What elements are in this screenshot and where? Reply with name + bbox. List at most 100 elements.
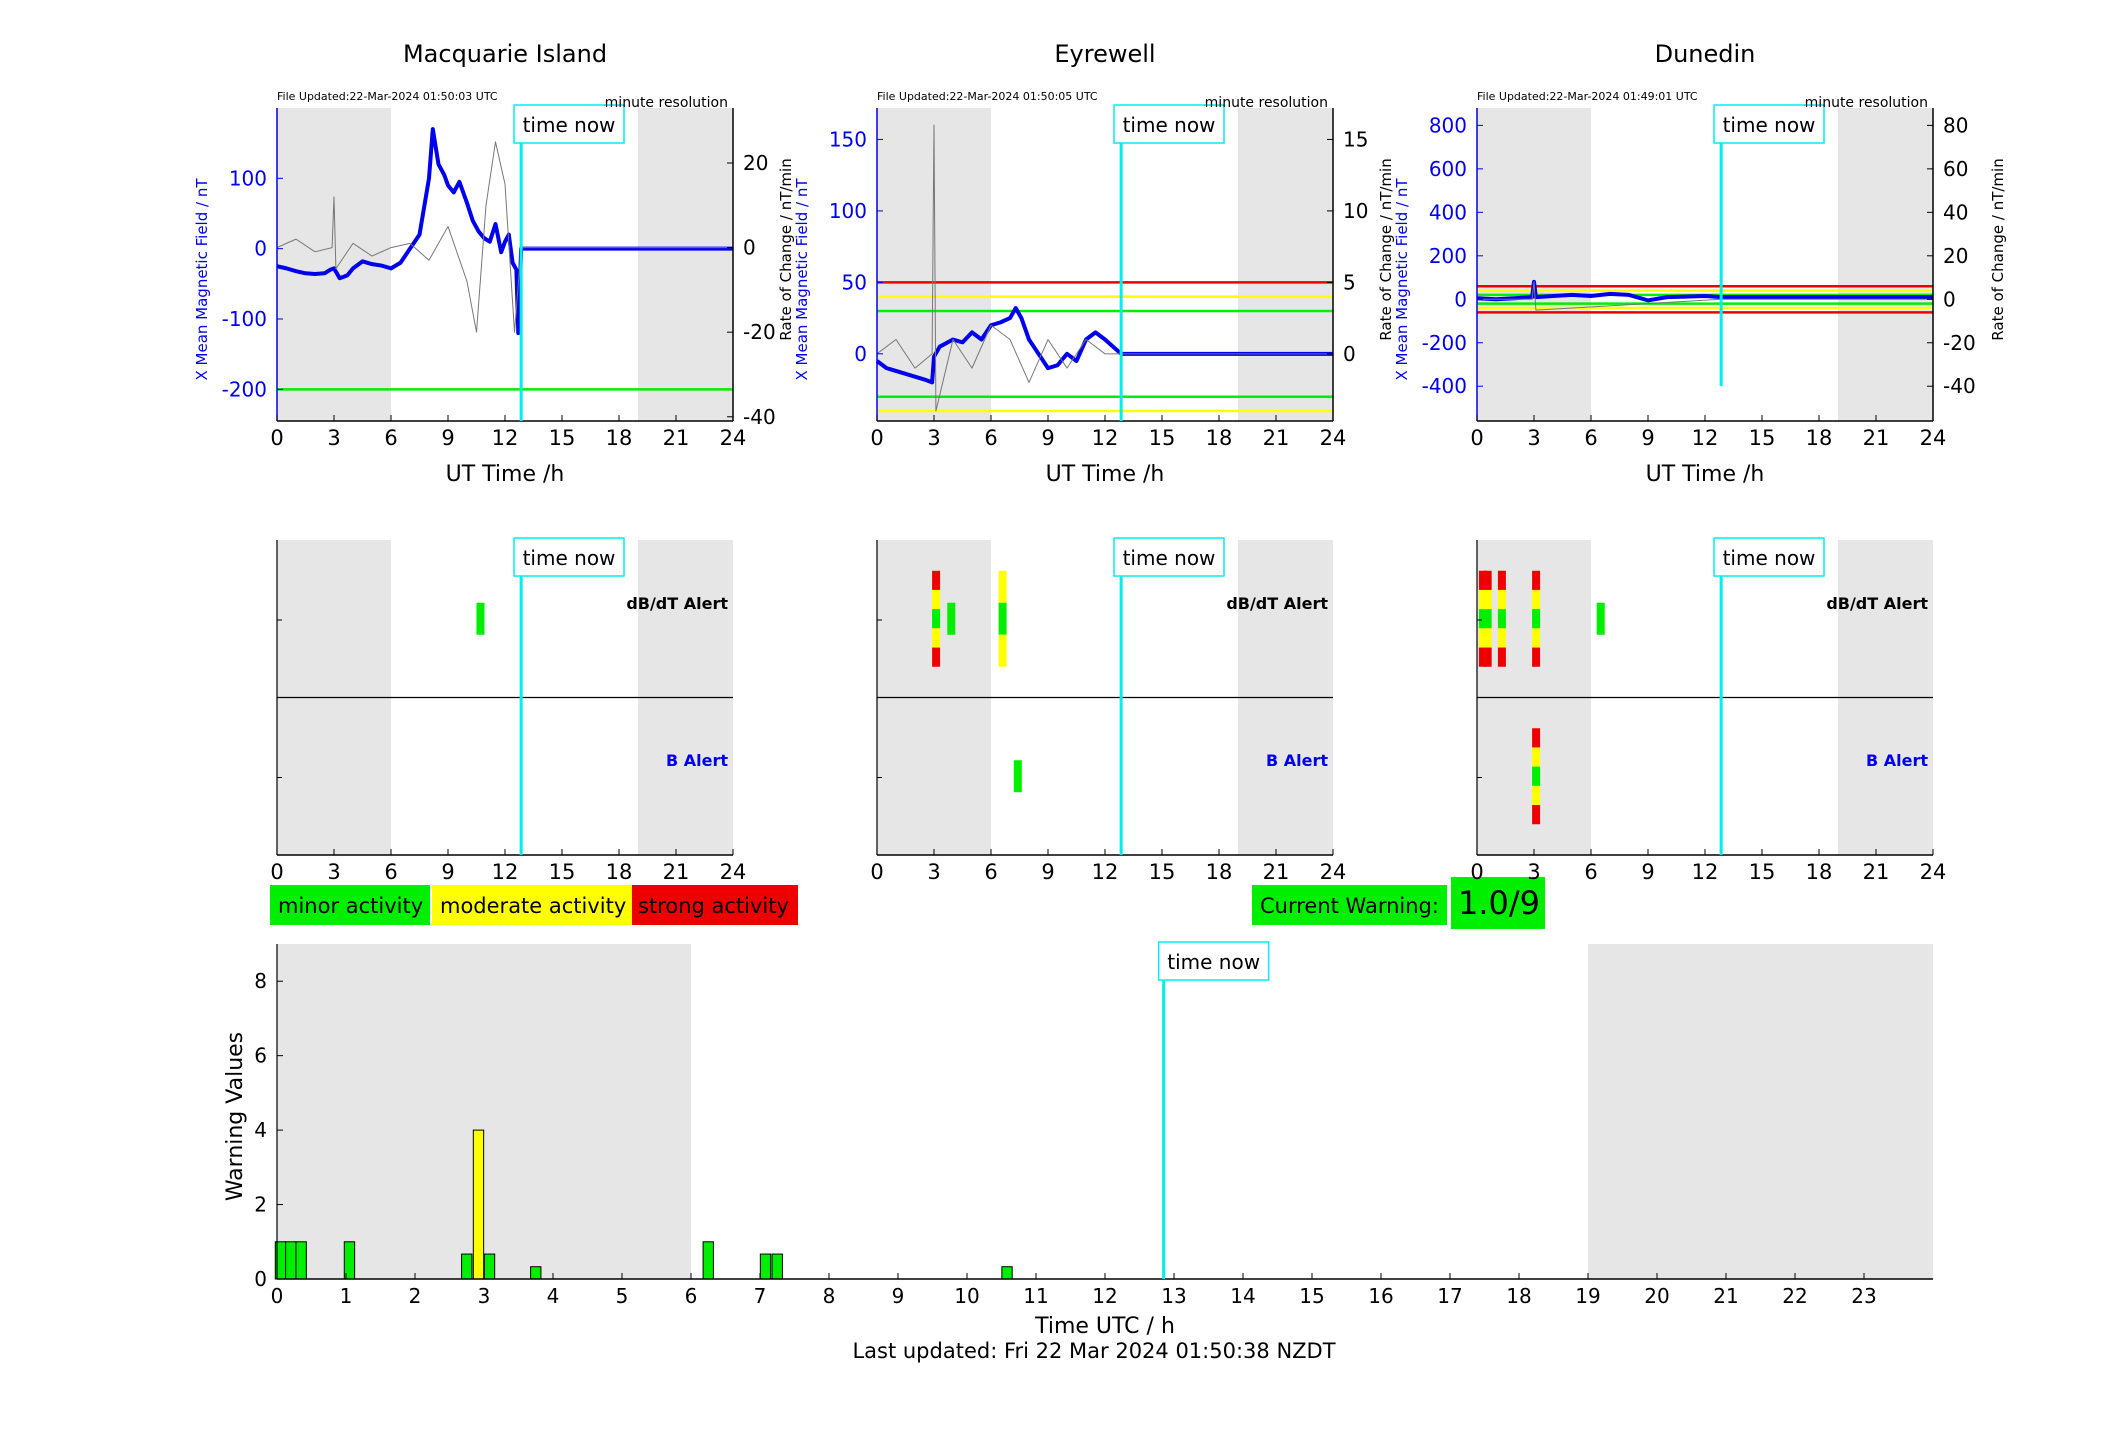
alert-level-segment <box>1478 589 1487 610</box>
x-tick-label: 21 <box>1713 1284 1738 1308</box>
x-tick-label: 24 <box>1920 860 1947 884</box>
time-now-label: time now <box>1723 546 1816 570</box>
x-tick-label: 21 <box>1863 860 1890 884</box>
y-tick-label-right: -40 <box>743 405 776 429</box>
y-tick-label-right: 10 <box>1343 199 1368 223</box>
legend-moderate-label: moderate activity <box>440 894 626 918</box>
x-tick-label: 24 <box>1320 426 1347 450</box>
y-tick-label-left: -400 <box>1422 374 1467 398</box>
x-tick-label: 20 <box>1644 1284 1669 1308</box>
time-now-label: time now <box>1123 546 1216 570</box>
alert-level-segment <box>1478 609 1487 629</box>
warning-bar <box>295 1241 307 1280</box>
x-tick-label: 3 <box>327 426 340 450</box>
x-tick-label: 18 <box>1806 860 1833 884</box>
x-tick-label: 21 <box>1263 860 1290 884</box>
y-tick-label-right: 20 <box>1943 244 1968 268</box>
y-tick-label-left: 400 <box>1429 200 1467 224</box>
x-tick-label: 13 <box>1161 1284 1186 1308</box>
warning-bar <box>1001 1266 1013 1280</box>
x-tick-label: 12 <box>492 860 519 884</box>
x-tick-label: 18 <box>606 426 633 450</box>
alert-level-segment <box>998 602 1007 635</box>
y-tick-label-left: 100 <box>229 166 267 190</box>
y-tick-label-left: -200 <box>1422 331 1467 355</box>
x-tick-label: 6 <box>984 426 997 450</box>
alert-marker <box>1497 570 1506 667</box>
rate-of-change-series <box>876 124 1333 412</box>
legend-minor-swatch <box>270 885 430 925</box>
time-now-box <box>1713 104 1825 144</box>
alert-level-segment <box>1497 589 1506 610</box>
alert-level-segment <box>1497 647 1506 667</box>
alert-level-segment <box>1478 647 1487 667</box>
x-tick-label: 17 <box>1437 1284 1462 1308</box>
warning-bar <box>530 1266 542 1280</box>
x-tick-label: 6 <box>1584 860 1597 884</box>
x-tick-label: 12 <box>1092 426 1119 450</box>
row-label-dbdt: dB/dT Alert <box>1226 594 1328 613</box>
warning-bar <box>472 1129 485 1280</box>
alert-level-segment <box>998 570 1007 603</box>
resolution-label: minute resolution <box>605 95 728 111</box>
x-tick-label: 19 <box>1575 1284 1600 1308</box>
row-label-b: B Alert <box>1866 751 1928 770</box>
alert-marker <box>1532 570 1541 667</box>
current-warning-value-box <box>1451 877 1545 929</box>
x-tick-label: 0 <box>270 426 283 450</box>
x-tick-label: 0 <box>270 860 283 884</box>
alert-level-segment <box>1596 602 1605 635</box>
alert-marker <box>932 570 941 667</box>
y-tick-label-right: 0 <box>1343 342 1356 366</box>
night-shading <box>638 108 733 421</box>
alert-level-segment <box>1532 728 1541 748</box>
x-tick-label: 18 <box>1806 426 1833 450</box>
x-tick-label: 0 <box>870 426 883 450</box>
y-tick-label-left: -200 <box>222 377 267 401</box>
x-tick-label: 10 <box>954 1284 979 1308</box>
time-now-box <box>513 104 625 144</box>
x-tick-label: 3 <box>927 426 940 450</box>
alert-level-segment <box>1532 766 1541 786</box>
rate-of-change-series <box>1477 281 1933 311</box>
current-warning-value: 1.0/9 <box>1458 884 1540 922</box>
warning-bar <box>461 1253 473 1280</box>
time-now-label: time now <box>1123 113 1216 137</box>
time-now-box <box>513 537 625 577</box>
x-tick-label: 2 <box>409 1284 422 1308</box>
legend-minor-label: minor activity <box>278 894 423 918</box>
y-tick-label-left: 200 <box>1429 244 1467 268</box>
x-tick-label: 21 <box>1263 426 1290 450</box>
alert-level-segment <box>932 628 941 648</box>
alert-level-segment <box>1013 760 1022 793</box>
x-tick-label: 9 <box>1641 426 1654 450</box>
x-tick-label: 3 <box>1527 860 1540 884</box>
alert-marker <box>1596 602 1605 635</box>
alert-level-segment <box>1532 570 1541 590</box>
y-tick-label-left: 50 <box>842 270 867 294</box>
alert-level-segment <box>1483 570 1492 590</box>
y-tick-label-left: 800 <box>1429 113 1467 137</box>
mean-field-series <box>276 127 733 336</box>
alert-level-segment <box>932 647 941 667</box>
x-tick-label: 11 <box>1023 1284 1048 1308</box>
warning-bar <box>771 1253 783 1280</box>
x-tick-label: 18 <box>1506 1284 1531 1308</box>
x-tick-label: 15 <box>1299 1284 1324 1308</box>
alert-marker <box>998 570 1007 667</box>
time-now-box <box>1713 537 1825 577</box>
y-tick-label: 4 <box>254 1118 267 1142</box>
alert-level-segment <box>1532 628 1541 648</box>
x-tick-label: 4 <box>547 1284 560 1308</box>
warning-bar <box>702 1241 714 1280</box>
time-now-box <box>1157 941 1270 981</box>
x-tick-label: 0 <box>271 1284 284 1308</box>
y-tick-label-left: -100 <box>222 307 267 331</box>
alert-panel-2: 0 3 6 9 12 15 18 21 24 time now dB/dT Alert B Alert <box>870 537 1347 884</box>
x-tick-label: 22 <box>1782 1284 1807 1308</box>
y-axis-label-left: X Mean Magnetic Field / nT <box>793 178 811 381</box>
x-tick-label: 24 <box>1320 860 1347 884</box>
x-tick-label: 6 <box>384 426 397 450</box>
x-tick-label: 6 <box>984 860 997 884</box>
